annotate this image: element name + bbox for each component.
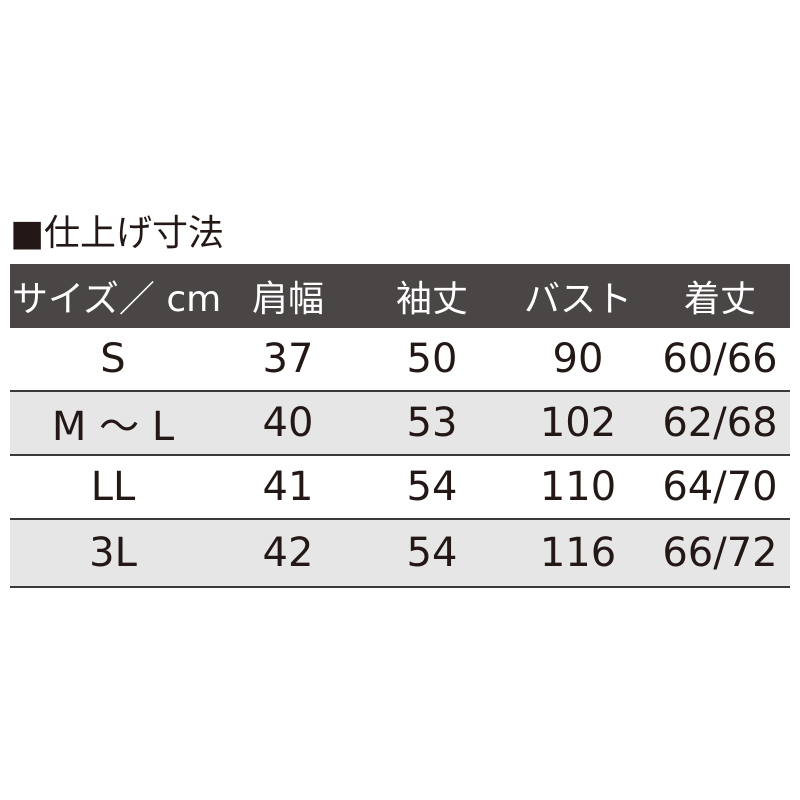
cell-length: 62/68: [662, 400, 778, 446]
cell-bust: 110: [539, 464, 617, 510]
cell-sleeve-length: 50: [406, 336, 458, 382]
header-size: サイズ／ cm: [12, 279, 222, 320]
cell-size: 3L: [89, 530, 137, 576]
table-row: S 37 50 90 60/66: [10, 328, 790, 392]
cell-size: M ～ L: [51, 404, 175, 450]
cell-length: 64/70: [662, 464, 778, 510]
table-row: M ～ L 40 53 102 62/68: [10, 392, 790, 456]
cell-bust: 116: [539, 530, 617, 576]
cell-shoulder-width: 37: [262, 336, 314, 382]
cell-length: 60/66: [662, 336, 778, 382]
cell-length: 66/72: [662, 530, 778, 576]
header-shoulder-width: 肩幅: [251, 279, 324, 320]
table-row: 3L 42 54 116 66/72: [10, 520, 790, 588]
cell-bust: 90: [552, 336, 604, 382]
section-title: ■仕上げ寸法: [10, 213, 225, 254]
cell-sleeve-length: 54: [406, 464, 458, 510]
size-table: サイズ／ cm 肩幅 袖丈 バスト 着丈 S 37 50 90 60/66 M …: [10, 264, 790, 588]
cell-sleeve-length: 54: [406, 530, 458, 576]
header-sleeve-length: 袖丈: [395, 279, 468, 320]
cell-sleeve-length: 53: [406, 400, 458, 446]
cell-shoulder-width: 42: [262, 530, 314, 576]
cell-size: LL: [90, 464, 136, 510]
header-bust: バスト: [523, 279, 632, 320]
header-length: 着丈: [683, 279, 756, 320]
cell-size: S: [100, 336, 126, 382]
cell-bust: 102: [539, 400, 617, 446]
table-header: サイズ／ cm 肩幅 袖丈 バスト 着丈: [10, 264, 790, 328]
table-row: LL 41 54 110 64/70: [10, 456, 790, 520]
cell-shoulder-width: 40: [262, 400, 314, 446]
cell-shoulder-width: 41: [262, 464, 314, 510]
